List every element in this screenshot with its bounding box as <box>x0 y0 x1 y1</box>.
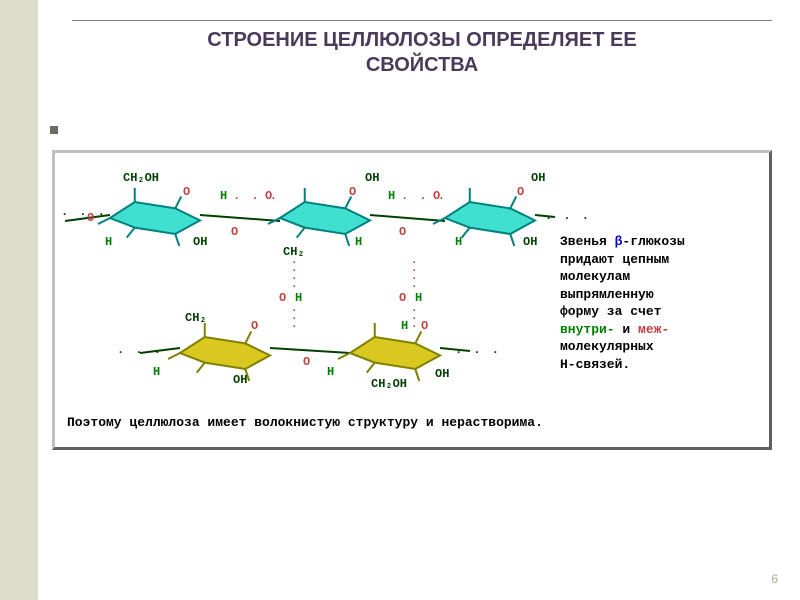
title-line-2: СВОЙСТВА <box>366 54 478 76</box>
ch2oh-label: CH₂OH <box>123 171 159 185</box>
o-label: O <box>231 225 238 239</box>
dots: . . . <box>455 343 501 357</box>
interchain-hbond: .... <box>291 257 298 289</box>
diagram: . . . O CH₂OH O H OH H . . . O O O OH H … <box>55 153 769 447</box>
oh-label: OH <box>233 373 247 387</box>
oh-label: OH <box>365 171 379 185</box>
slide: СТРОЕНИЕ ЦЕЛЛЮЛОЗЫ ОПРЕДЕЛЯЕТ ЕЕ СВОЙСТВ… <box>0 0 800 600</box>
txt: выпрямленную <box>560 287 654 302</box>
interchain-hbond: ... <box>411 305 418 329</box>
oh-label: OH <box>435 367 449 381</box>
footer-caption: Поэтому целлюлоза имеет волокнистую стру… <box>67 415 747 430</box>
left-side-bar <box>0 0 38 600</box>
o-label: O <box>279 291 286 305</box>
o-label: O <box>265 189 272 203</box>
o-label: O <box>433 189 440 203</box>
o-label: O <box>251 319 258 333</box>
o-label: O <box>349 185 356 199</box>
ch2-label: CH₂ <box>185 311 207 325</box>
h-label: H <box>327 365 334 379</box>
h-label: H <box>153 365 160 379</box>
o-label: O <box>399 225 406 239</box>
slide-title: СТРОЕНИЕ ЦЕЛЛЮЛОЗЫ ОПРЕДЕЛЯЕТ ЕЕ СВОЙСТВ… <box>72 28 772 78</box>
h-label: H <box>401 319 408 333</box>
o-label: O <box>183 185 190 199</box>
title-block: СТРОЕНИЕ ЦЕЛЛЮЛОЗЫ ОПРЕДЕЛЯЕТ ЕЕ СВОЙСТВ… <box>72 28 772 78</box>
txt-intra: внутри- <box>560 322 615 337</box>
title-line-1: СТРОЕНИЕ ЦЕЛЛЮЛОЗЫ ОПРЕДЕЛЯЕТ ЕЕ <box>207 29 636 51</box>
o-label: O <box>399 291 406 305</box>
description-text: Звенья β-глюкозы придают цепным молекула… <box>560 233 760 373</box>
txt: Звенья <box>560 234 615 249</box>
txt: и <box>615 322 638 337</box>
txt: H-связей. <box>560 357 630 372</box>
oh-label: OH <box>531 171 545 185</box>
o-label: O <box>517 185 524 199</box>
h-label: H <box>388 189 395 203</box>
o-label: O <box>303 355 310 369</box>
oh-label: OH <box>193 235 207 249</box>
txt-inter: меж- <box>638 322 669 337</box>
h-label: H <box>455 235 462 249</box>
interchain-hbond: ... <box>291 305 298 329</box>
txt: -глюкозы <box>622 234 684 249</box>
o-label: O <box>421 319 428 333</box>
o-label: O <box>87 211 94 225</box>
h-label: H <box>105 235 112 249</box>
interchain-hbond: .... <box>411 257 418 289</box>
oh-label: OH <box>523 235 537 249</box>
h-label: H <box>220 189 227 203</box>
dots: . . . <box>61 205 107 219</box>
txt: придают цепным <box>560 252 669 267</box>
dots: . . . <box>117 343 163 357</box>
title-rule <box>72 20 772 21</box>
txt: форму за счет <box>560 304 661 319</box>
ch2oh-label: CH₂OH <box>371 377 407 391</box>
txt: молекулярных <box>560 339 654 354</box>
txt: молекулам <box>560 269 630 284</box>
h-label: H <box>355 235 362 249</box>
diagram-frame: . . . O CH₂OH O H OH H . . . O O O OH H … <box>52 150 772 450</box>
bullet-icon <box>50 126 58 134</box>
dots: . . . <box>545 209 591 223</box>
slide-number: 6 <box>771 572 778 586</box>
